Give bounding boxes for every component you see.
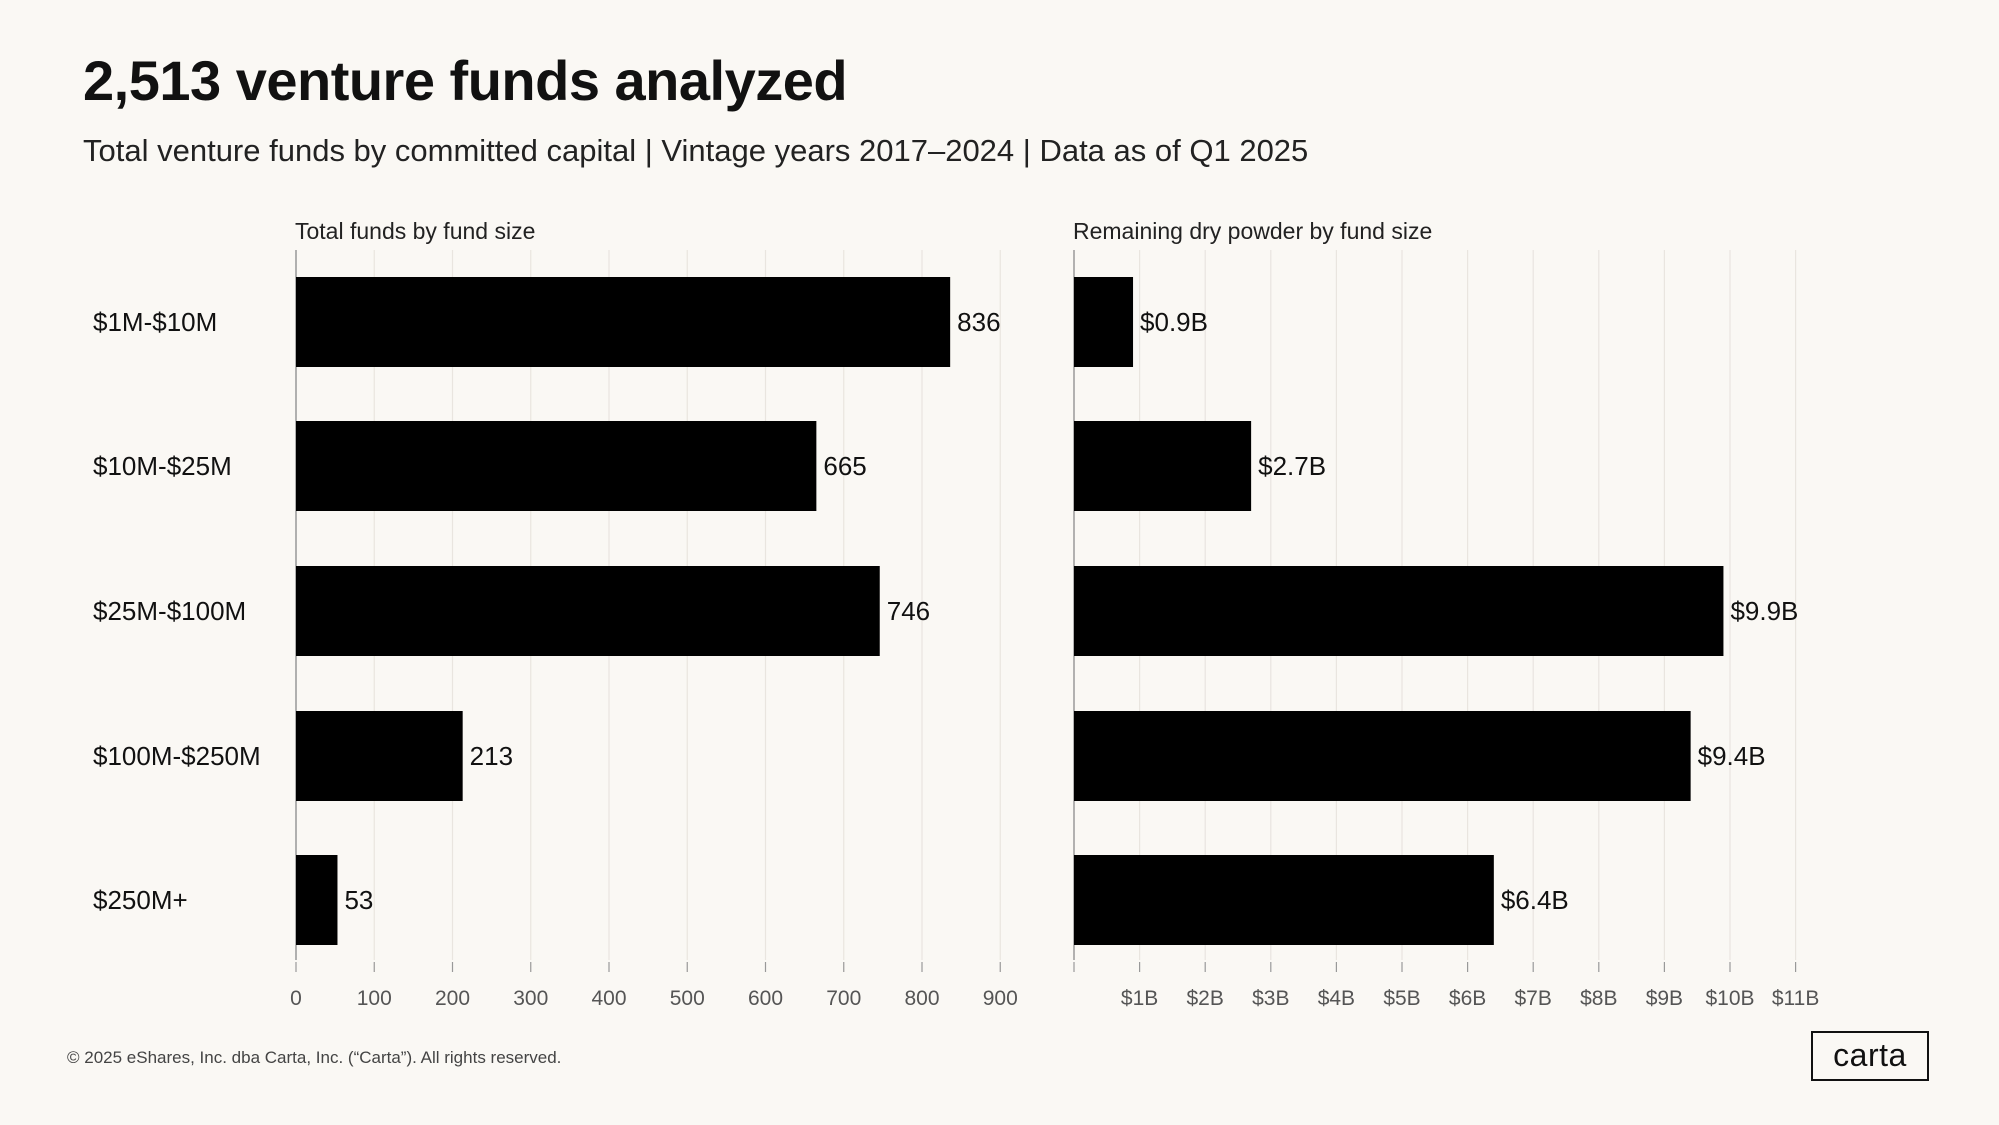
- funds-data-label: 213: [470, 741, 513, 771]
- dry-powder-tick-label: $5B: [1383, 987, 1420, 1010]
- category-label: $25M-$100M: [93, 596, 246, 626]
- funds-tick-label: 100: [357, 987, 392, 1010]
- dry-powder-panel-title: Remaining dry powder by fund size: [1073, 218, 1432, 244]
- dry-powder-data-label: $6.4B: [1501, 885, 1569, 915]
- funds-data-label: 746: [887, 596, 930, 626]
- copyright-footer: © 2025 eShares, Inc. dba Carta, Inc. (“C…: [67, 1048, 562, 1067]
- dry-powder-bar: [1074, 711, 1691, 801]
- funds-tick-label: 300: [513, 987, 548, 1010]
- dry-powder-tick-label: $6B: [1449, 987, 1486, 1010]
- funds-bar: [296, 711, 463, 801]
- dry-powder-bar: [1074, 421, 1252, 511]
- funds-tick-label: 0: [290, 987, 302, 1010]
- funds-bar: [296, 855, 338, 945]
- funds-tick-label: 900: [983, 987, 1018, 1010]
- dry-powder-tick-label: $11B: [1772, 987, 1820, 1010]
- dry-powder-data-label: $0.9B: [1140, 307, 1208, 337]
- funds-tick-label: 200: [435, 987, 470, 1010]
- page-title: 2,513 venture funds analyzed: [83, 49, 848, 112]
- funds-bar: [296, 421, 817, 511]
- funds-tick-label: 500: [670, 987, 705, 1010]
- page-subtitle: Total venture funds by committed capital…: [83, 133, 1309, 168]
- funds-panel-title: Total funds by fund size: [295, 218, 535, 244]
- funds-tick-label: 700: [826, 987, 861, 1010]
- funds-bar: [296, 277, 951, 367]
- funds-tick-label: 400: [591, 987, 626, 1010]
- carta-logo: carta: [1811, 1031, 1929, 1081]
- funds-data-label: 836: [957, 307, 1000, 337]
- dry-powder-bar: [1074, 277, 1134, 367]
- dry-powder-tick-label: $1B: [1121, 987, 1158, 1010]
- dry-powder-tick-label: $2B: [1187, 987, 1224, 1010]
- funds-tick-label: 600: [748, 987, 783, 1010]
- category-label: $1M-$10M: [93, 307, 217, 337]
- dry-powder-data-label: $2.7B: [1258, 451, 1326, 481]
- dry-powder-tick-label: $4B: [1318, 987, 1355, 1010]
- category-label: $100M-$250M: [93, 741, 261, 771]
- category-label: $10M-$25M: [93, 451, 232, 481]
- funds-bar: [296, 566, 880, 656]
- dry-powder-tick-label: $9B: [1646, 987, 1683, 1010]
- dry-powder-tick-label: $3B: [1252, 987, 1289, 1010]
- funds-tick-label: 800: [904, 987, 939, 1010]
- funds-data-label: 665: [823, 451, 866, 481]
- dry-powder-data-label: $9.9B: [1730, 596, 1798, 626]
- dry-powder-bar: [1074, 855, 1494, 945]
- category-label: $250M+: [93, 885, 188, 915]
- dry-powder-bar: [1074, 566, 1724, 656]
- funds-data-label: 53: [344, 885, 373, 915]
- dry-powder-tick-label: $7B: [1515, 987, 1552, 1010]
- dry-powder-data-label: $9.4B: [1698, 741, 1766, 771]
- dry-powder-tick-label: $10B: [1705, 987, 1754, 1010]
- dry-powder-tick-label: $8B: [1580, 987, 1617, 1010]
